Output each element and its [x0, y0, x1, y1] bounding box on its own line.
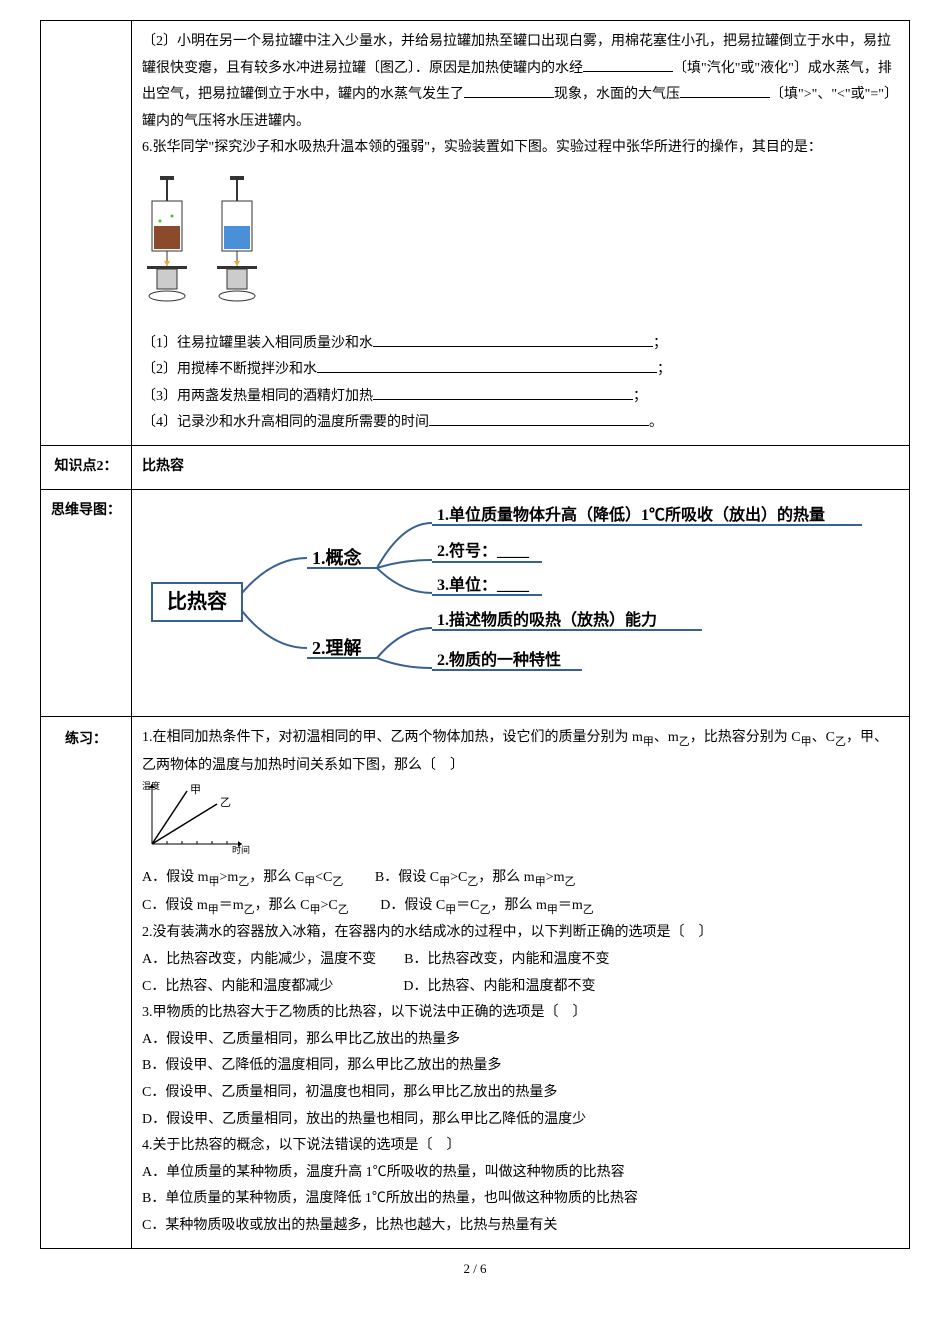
sub-jia-1: 甲 [643, 736, 654, 748]
q1-a: 1.在相同加热条件下，对初温相同的甲、乙两个物体加热，设它们的质量分别为 m [142, 730, 643, 745]
q3D: D．假设甲、乙质量相同，放出的热量也相同，那么甲比乙降低的温度少 [142, 1112, 586, 1127]
semi-1: ； [653, 336, 667, 351]
experiment-diagram [142, 166, 302, 316]
blank-q6-4 [429, 411, 649, 426]
practice-cell: 1.在相同加热条件下，对初温相同的甲、乙两个物体加热，设它们的质量分别为 m甲、… [132, 717, 910, 1248]
sub-yi-1: 乙 [679, 736, 690, 748]
svg-text:温度: 温度 [142, 780, 160, 791]
mm-n1-1: 1.单位质量物体升高（降低）1℃所吸收（放出）的热量 [437, 505, 825, 524]
sub-jia-2: 甲 [801, 736, 812, 748]
q6-title: 6.张华同学"探究沙子和水吸热升温本领的强弱"，实验装置如下图。实验过程中张华所… [142, 140, 822, 155]
blank-1 [583, 57, 673, 72]
q4C: C．某种物质吸收或放出的热量越多，比热也越大，比热与热量有关 [142, 1218, 557, 1233]
q2C: C．比热容、内能和温度都减少 D．比热容、内能和温度都不变 [142, 979, 595, 994]
sub-yi-2: 乙 [835, 736, 846, 748]
q4A: A．单位质量的某种物质，温度升高 1℃所吸收的热量，叫做这种物质的比热容 [142, 1165, 625, 1180]
q3: 3.甲物质的比热容大于乙物质的比热容，以下说法中正确的选项是〔 〕 [142, 1005, 587, 1020]
upper-content-cell: 〔2〕小明在另一个易拉罐中注入少量水，并给易拉罐加热至罐口出现白雾，用棉花塞住小… [132, 21, 910, 446]
q4B: B．单位质量的某种物质，温度降低 1℃所放出的热量，也叫做这种物质的比热容 [142, 1191, 638, 1206]
mm-n1-2: 2.符号：____ [437, 541, 530, 560]
blank-q6-3 [373, 385, 633, 400]
svg-text:乙: 乙 [220, 796, 231, 809]
q6-2: 〔2〕用搅棒不断搅拌沙和水 [142, 362, 317, 377]
q6-4: 〔4〕记录沙和水升高相同的温度所需要的时间 [142, 415, 429, 430]
practice-label: 练习： [41, 717, 132, 1248]
mindmap-cell: 比热容 1.概念 2.理解 1.单位质量物体升高（降低）1℃所吸收（放出）的热量… [132, 489, 910, 717]
q1-c: ，比热容分别为 C [690, 730, 801, 745]
q4: 4.关于比热容的概念，以下说法错误的选项是〔 〕 [142, 1138, 461, 1153]
section2-label: 知识点2： [41, 445, 132, 489]
graph-q1: 温度 时间 甲 乙 [142, 779, 252, 854]
period-1: 。 [649, 415, 663, 430]
section2-title: 比热容 [132, 445, 910, 489]
mm-n1-3: 3.单位：____ [437, 575, 530, 594]
q2: 2.没有装满水的容器放入冰箱，在容器内的水结成冰的过程中，以下判断正确的选项是〔… [142, 925, 713, 940]
semi-2: ； [657, 362, 671, 377]
svg-text:时间: 时间 [232, 844, 250, 854]
upper-label-cell [41, 21, 132, 446]
q1A-a: A．假设 m [142, 870, 209, 885]
q3A: A．假设甲、乙质量相同，那么甲比乙放出的热量多 [142, 1032, 460, 1047]
mindmap-diagram: 比热容 1.概念 2.理解 1.单位质量物体升高（降低）1℃所吸收（放出）的热量… [142, 498, 862, 698]
mm-n2-2: 2.物质的一种特性 [437, 650, 561, 669]
svg-text:甲: 甲 [190, 784, 201, 796]
blank-q6-1 [373, 332, 653, 347]
mindmap-label: 思维导图： [41, 489, 132, 717]
semi-3: ； [633, 389, 647, 404]
q1B-a: B．假设 C [347, 870, 439, 885]
q1-b: 、m [654, 730, 679, 745]
blank-q6-2 [317, 358, 657, 373]
q1D-a: D．假设 C [352, 898, 445, 913]
mm-n1: 1.概念 [312, 547, 362, 568]
blank-2 [464, 83, 554, 98]
main-table: 〔2〕小明在另一个易拉罐中注入少量水，并给易拉罐加热至罐口出现白雾，用棉花塞住小… [40, 20, 910, 1249]
blank-3 [680, 83, 770, 98]
mm-n2: 2.理解 [312, 637, 362, 658]
q6-3: 〔3〕用两盏发热量相同的酒精灯加热 [142, 389, 373, 404]
q1C-a: C．假设 m [142, 898, 208, 913]
q2-text-3: 现象，水面的大气压 [554, 87, 680, 102]
q6-1: 〔1〕往易拉罐里装入相同质量沙和水 [142, 336, 373, 351]
q1-d: 、C [812, 730, 835, 745]
mm-root: 比热容 [167, 589, 227, 613]
q3B: B．假设甲、乙降低的温度相同，那么甲比乙放出的热量多 [142, 1058, 501, 1073]
q3C: C．假设甲、乙质量相同，初温度也相同，那么甲比乙放出的热量多 [142, 1085, 557, 1100]
mm-n2-1: 1.描述物质的吸热（放热）能力 [437, 610, 657, 629]
page-footer: 2 / 6 [40, 1261, 910, 1277]
q2A: A．比热容改变，内能减少，温度不变 B．比热容改变，内能和温度不变 [142, 952, 609, 967]
